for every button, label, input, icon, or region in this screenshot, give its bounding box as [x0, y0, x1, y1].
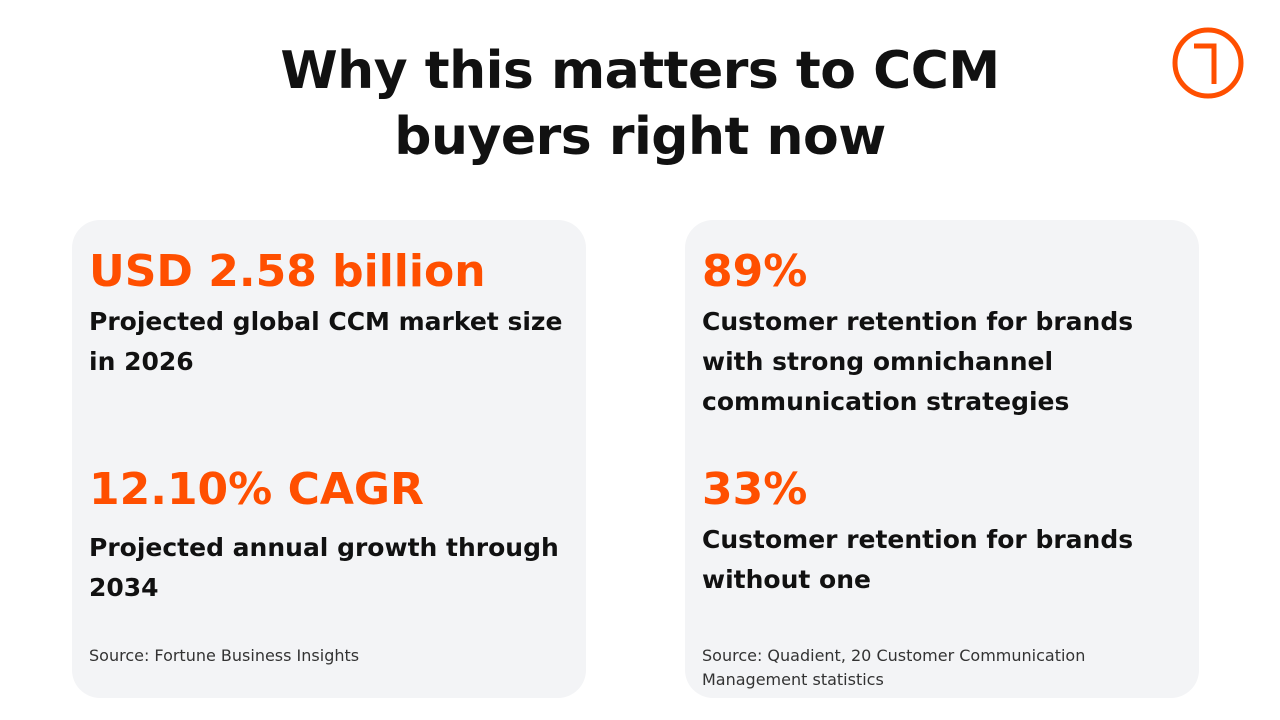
stat-card: USD 2.58 billion Projected global CCM ma…: [72, 220, 586, 698]
stat: 33% Customer retention for brands withou…: [702, 464, 1182, 600]
title: Why this matters to CCM buyers right now: [280, 41, 1000, 167]
source: Source: Quadient, 20 Customer Communicat…: [702, 646, 1086, 689]
stat-value: USD 2.58 billion: [89, 246, 486, 297]
stat-card: 89% Customer retention for brands with s…: [685, 220, 1199, 698]
stat: 89% Customer retention for brands with s…: [702, 246, 1182, 422]
stat-label: Customer retention for brands without on…: [702, 525, 1134, 594]
stat-value: 12.10% CAGR: [89, 464, 424, 515]
source: Source: Fortune Business Insights: [89, 646, 360, 665]
logo: [1172, 27, 1244, 99]
stat-label: Projected annual growth through 2034: [89, 533, 559, 602]
stat: 12.10% CAGR Projected annual growth thro…: [89, 464, 569, 608]
stat-label: Customer retention for brands with stron…: [702, 307, 1134, 416]
stat-label: Projected global CCM market size in 2026: [89, 307, 563, 376]
stat-value: 33%: [702, 464, 808, 515]
stat-value: 89%: [702, 246, 808, 297]
stat: USD 2.58 billion Projected global CCM ma…: [89, 246, 569, 382]
